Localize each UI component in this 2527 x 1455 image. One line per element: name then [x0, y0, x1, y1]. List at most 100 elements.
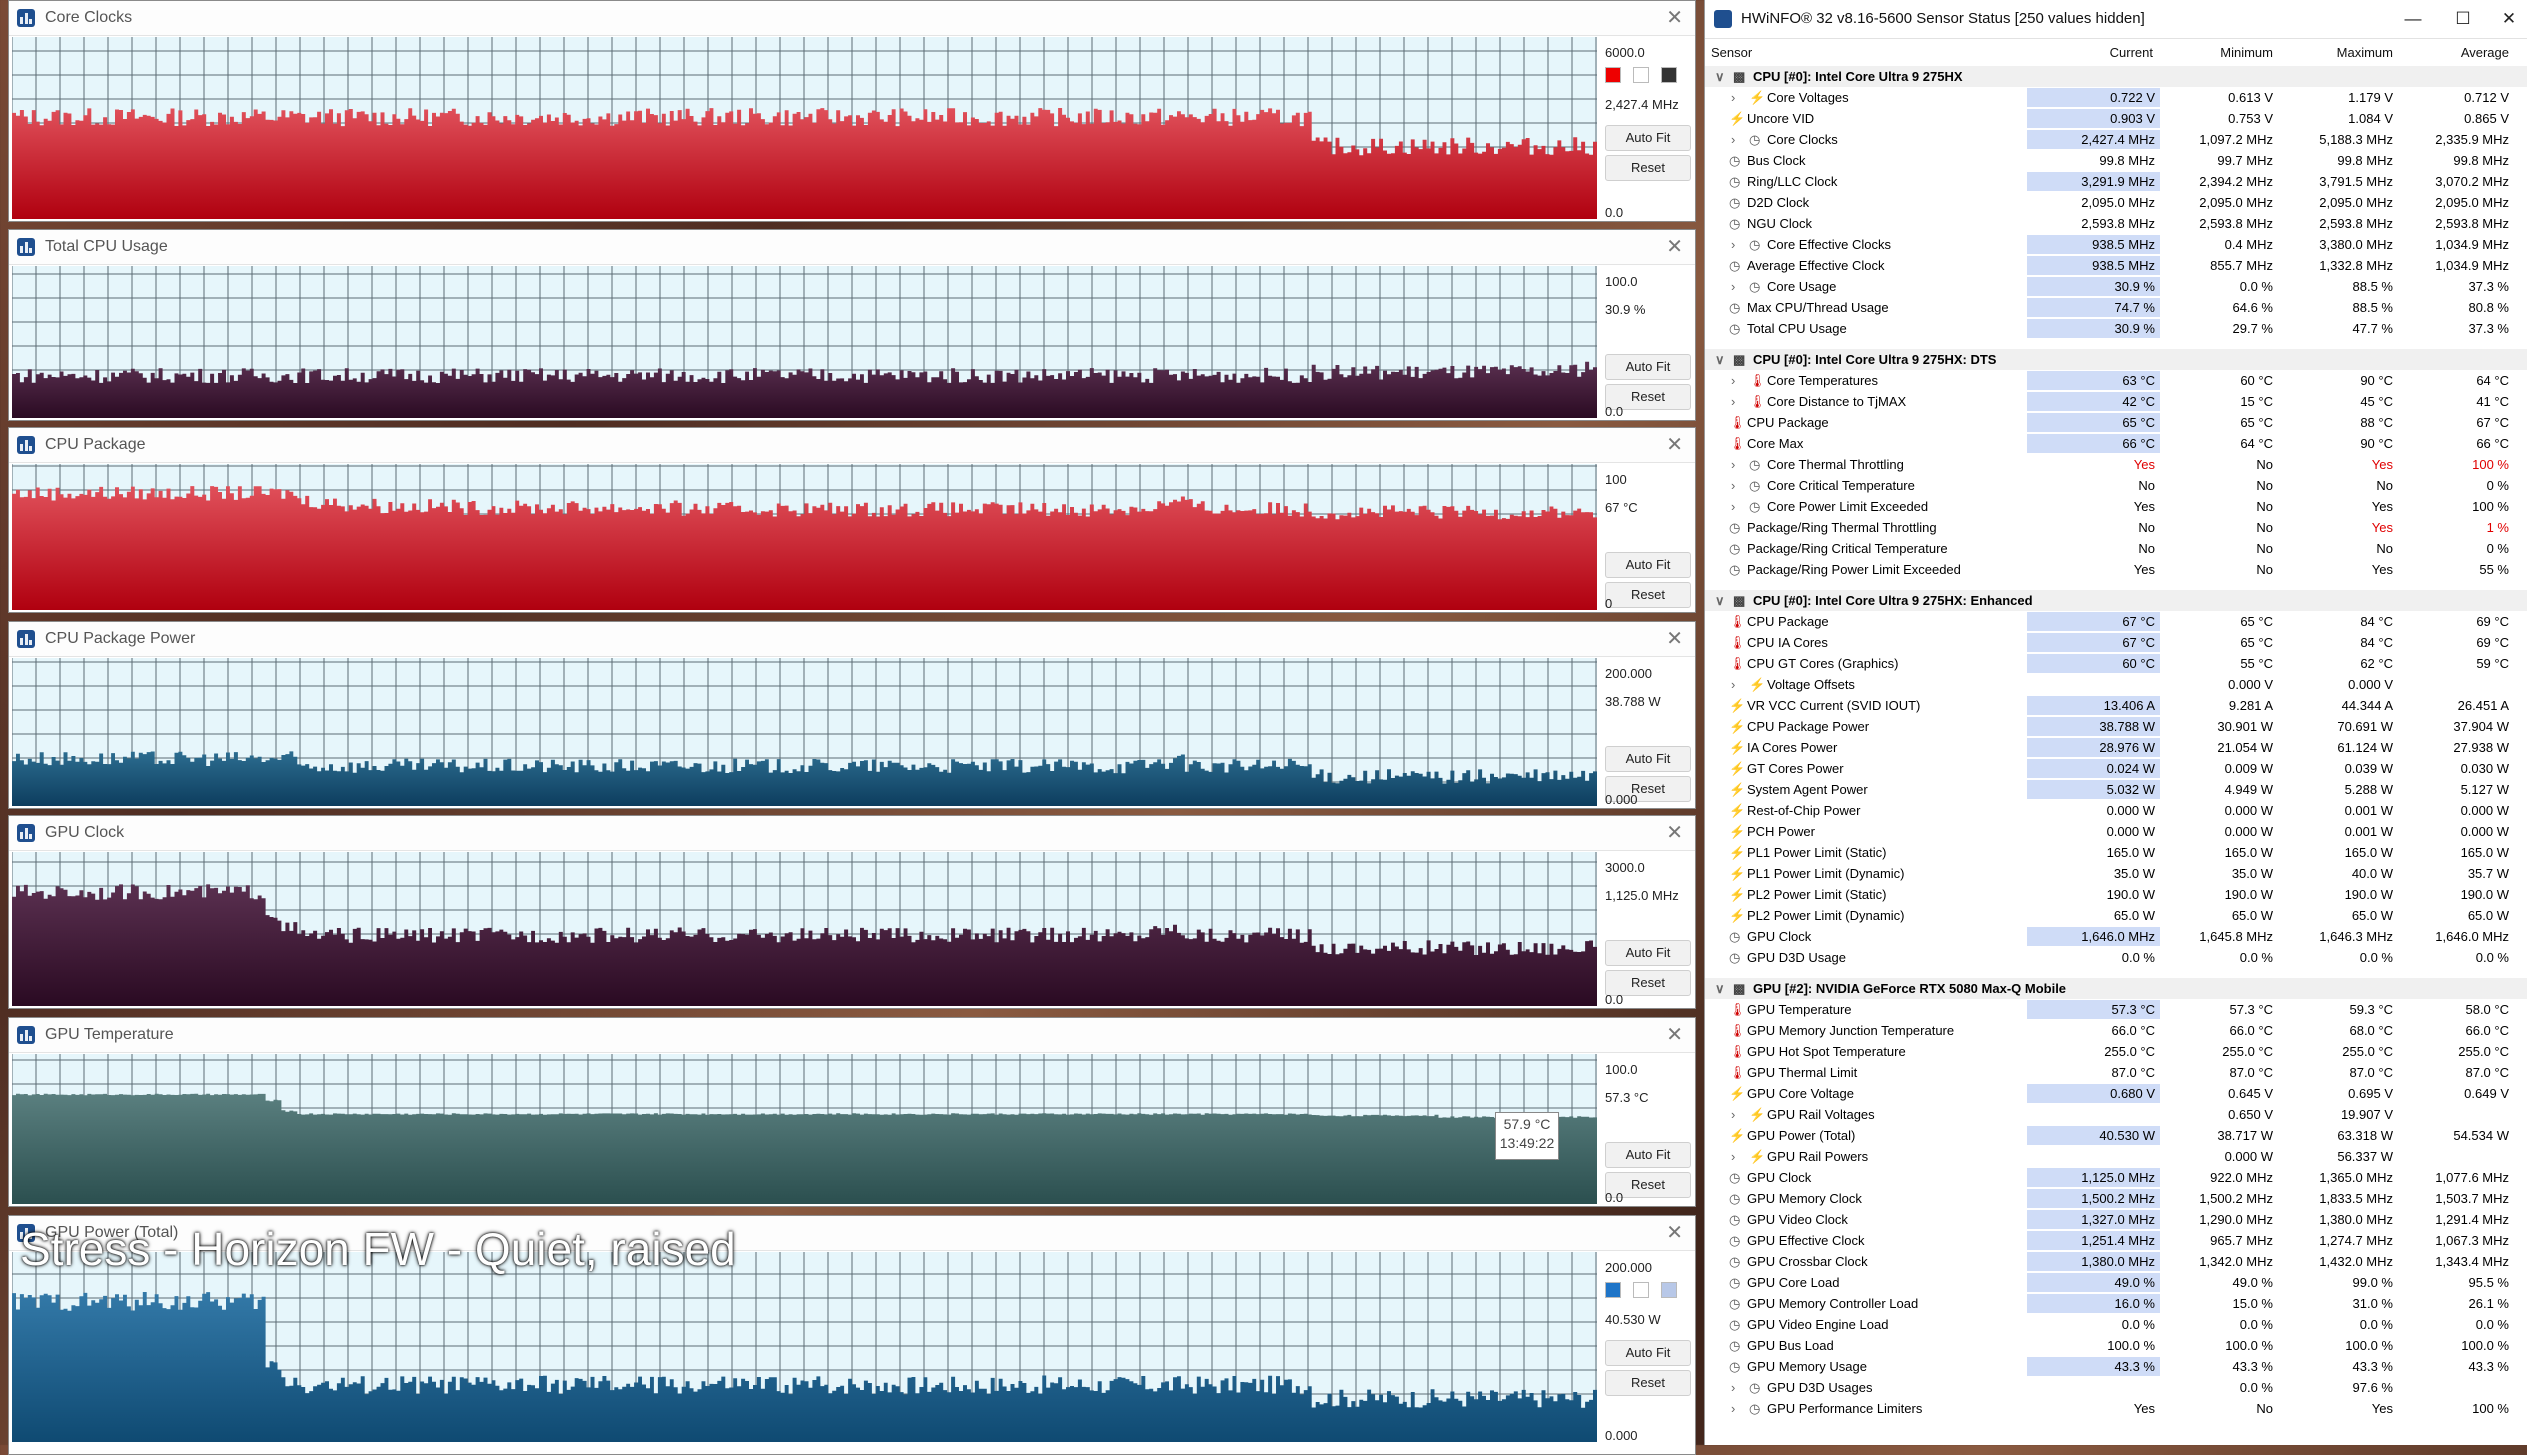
sensor-row[interactable]: ◷ GPU Memory Controller Load 16.0 % 15.0 % 3…: [1705, 1293, 2527, 1314]
legend-swatch[interactable]: [1605, 67, 1621, 83]
sensor-group-header[interactable]: ∨ ▩ CPU [#0]: Intel Core Ultra 9 275HX: DT…: [1705, 349, 2527, 370]
sensor-row[interactable]: ◷ NGU Clock 2,593.8 MHz 2,593.8 MHz 2,593.8 …: [1705, 213, 2527, 234]
collapse-chevron-icon[interactable]: ∨: [1715, 981, 1725, 996]
legend-swatch[interactable]: [1633, 1282, 1649, 1298]
expand-chevron-icon[interactable]: ›: [1731, 1149, 1736, 1164]
auto-fit-button[interactable]: Auto Fit: [1605, 354, 1691, 380]
reset-button[interactable]: Reset: [1605, 155, 1691, 181]
sensor-row[interactable]: 🌡 GPU Memory Junction Temperature 66.0 °C 6…: [1705, 1020, 2527, 1041]
close-icon[interactable]: ✕: [2501, 9, 2517, 28]
sensor-row[interactable]: ◷ Total CPU Usage 30.9 % 29.7 % 47.7 % 37.3 %: [1705, 318, 2527, 339]
sensor-row[interactable]: › ◷ Core Usage 30.9 % 0.0 % 88.5 % 37.3 %: [1705, 276, 2527, 297]
expand-chevron-icon[interactable]: ›: [1731, 1107, 1736, 1122]
expand-chevron-icon[interactable]: ›: [1731, 499, 1736, 514]
sensor-row[interactable]: › ◷ GPU Performance Limiters Yes No Yes 100 %: [1705, 1398, 2527, 1419]
sensor-row[interactable]: ⚡ IA Cores Power 28.976 W 21.054 W 61.124 W 2…: [1705, 737, 2527, 758]
sensor-row[interactable]: ⚡ System Agent Power 5.032 W 4.949 W 5.288 W…: [1705, 779, 2527, 800]
graph-title-bar[interactable]: GPU Clock ✕: [9, 816, 1695, 851]
sensor-row[interactable]: ◷ GPU Video Engine Load 0.0 % 0.0 % 0.0 % 0.0…: [1705, 1314, 2527, 1335]
sensor-row[interactable]: ◷ D2D Clock 2,095.0 MHz 2,095.0 MHz 2,095.0 …: [1705, 192, 2527, 213]
close-icon[interactable]: ✕: [1666, 7, 1683, 29]
graph-window[interactable]: CPU Package Power ✕ 200.000 38.788 W Auto Fi…: [8, 621, 1696, 809]
sensor-row[interactable]: › ◷ GPU D3D Usages 0.0 % 97.6 %: [1705, 1377, 2527, 1398]
close-icon[interactable]: ✕: [1666, 434, 1683, 456]
collapse-chevron-icon[interactable]: ∨: [1715, 352, 1725, 367]
graph-title-bar[interactable]: GPU Temperature ✕: [9, 1018, 1695, 1053]
sensor-row[interactable]: ⚡ CPU Package Power 38.788 W 30.901 W 70.691…: [1705, 716, 2527, 737]
expand-chevron-icon[interactable]: ›: [1731, 394, 1736, 409]
sensor-row[interactable]: ⚡ Rest-of-Chip Power 0.000 W 0.000 W 0.001 W…: [1705, 800, 2527, 821]
sensor-row[interactable]: ◷ GPU Bus Load 100.0 % 100.0 % 100.0 % 100.0 …: [1705, 1335, 2527, 1356]
sensor-row[interactable]: 🌡 GPU Temperature 57.3 °C 57.3 °C 59.3 °C 58.…: [1705, 999, 2527, 1020]
expand-chevron-icon[interactable]: ›: [1731, 279, 1736, 294]
expand-chevron-icon[interactable]: ›: [1731, 90, 1736, 105]
legend-swatch[interactable]: [1661, 67, 1677, 83]
reset-button[interactable]: Reset: [1605, 582, 1691, 608]
close-icon[interactable]: ✕: [1666, 822, 1683, 844]
reset-button[interactable]: Reset: [1605, 776, 1691, 802]
sensor-row[interactable]: 🌡 CPU IA Cores 67 °C 65 °C 84 °C 69 °C: [1705, 632, 2527, 653]
sensor-row[interactable]: ◷ GPU Crossbar Clock 1,380.0 MHz 1,342.0 MH…: [1705, 1251, 2527, 1272]
sensor-row[interactable]: 🌡 Core Max 66 °C 64 °C 90 °C 66 °C: [1705, 433, 2527, 454]
sensor-row[interactable]: 🌡 CPU Package 67 °C 65 °C 84 °C 69 °C: [1705, 611, 2527, 632]
close-icon[interactable]: ✕: [1666, 1024, 1683, 1046]
expand-chevron-icon[interactable]: ›: [1731, 1380, 1736, 1395]
sensor-group-header[interactable]: ∨ ▩ CPU [#0]: Intel Core Ultra 9 275HX: En…: [1705, 590, 2527, 611]
sensor-group-header[interactable]: ∨ ▩ CPU [#0]: Intel Core Ultra 9 275HX: [1705, 66, 2527, 87]
reset-button[interactable]: Reset: [1605, 970, 1691, 996]
expand-chevron-icon[interactable]: ›: [1731, 677, 1736, 692]
sensor-row[interactable]: ◷ Package/Ring Power Limit Exceeded Yes No Y…: [1705, 559, 2527, 580]
sensor-row[interactable]: › ◷ Core Clocks 2,427.4 MHz 1,097.2 MHz 5,188…: [1705, 129, 2527, 150]
graph-window[interactable]: GPU Clock ✕ 3000.0 1,125.0 MHz Auto Fit Reset…: [8, 815, 1696, 1009]
sensor-row[interactable]: 🌡 GPU Thermal Limit 87.0 °C 87.0 °C 87.0 °C 8…: [1705, 1062, 2527, 1083]
graph-window[interactable]: GPU Temperature ✕ 100.0 57.3 °C Auto Fit Rese…: [8, 1017, 1696, 1207]
expand-chevron-icon[interactable]: ›: [1731, 373, 1736, 388]
legend-swatch[interactable]: [1633, 67, 1649, 83]
graph-title-bar[interactable]: Core Clocks ✕: [9, 1, 1695, 36]
graph-window[interactable]: GPU Power (Total) ✕ 200.000 40.530 W Auto Fi…: [8, 1215, 1696, 1455]
sensor-row[interactable]: ◷ Package/Ring Critical Temperature No No No…: [1705, 538, 2527, 559]
auto-fit-button[interactable]: Auto Fit: [1605, 1142, 1691, 1168]
graph-title-bar[interactable]: CPU Package Power ✕: [9, 622, 1695, 657]
sensor-row[interactable]: › ⚡ GPU Rail Powers 0.000 W 56.337 W: [1705, 1146, 2527, 1167]
sensor-row[interactable]: 🌡 CPU GT Cores (Graphics) 60 °C 55 °C 62 °C 5…: [1705, 653, 2527, 674]
sensor-row[interactable]: › ⚡ Core Voltages 0.722 V 0.613 V 1.179 V 0.71…: [1705, 87, 2527, 108]
col-current[interactable]: Current: [2109, 45, 2153, 60]
sensor-row[interactable]: 🌡 GPU Hot Spot Temperature 255.0 °C 255.0 °…: [1705, 1041, 2527, 1062]
graph-title-bar[interactable]: Total CPU Usage ✕: [9, 230, 1695, 265]
close-icon[interactable]: ✕: [1666, 1222, 1683, 1244]
collapse-chevron-icon[interactable]: ∨: [1715, 593, 1725, 608]
reset-button[interactable]: Reset: [1605, 1172, 1691, 1198]
maximize-icon[interactable]: ☐: [2455, 9, 2471, 28]
sensor-row[interactable]: ⚡ PL2 Power Limit (Dynamic) 65.0 W 65.0 W 65…: [1705, 905, 2527, 926]
sensor-row[interactable]: ◷ GPU Core Load 49.0 % 49.0 % 99.0 % 95.5 %: [1705, 1272, 2527, 1293]
expand-chevron-icon[interactable]: ›: [1731, 237, 1736, 252]
auto-fit-button[interactable]: Auto Fit: [1605, 125, 1691, 151]
sensor-row[interactable]: › 🌡 Core Temperatures 63 °C 60 °C 90 °C 64 °C: [1705, 370, 2527, 391]
sensor-row[interactable]: ◷ GPU Effective Clock 1,251.4 MHz 965.7 MHz…: [1705, 1230, 2527, 1251]
sensor-row[interactable]: ◷ Ring/LLC Clock 3,291.9 MHz 2,394.2 MHz 3,7…: [1705, 171, 2527, 192]
sensor-row[interactable]: › ⚡ GPU Rail Voltages 0.650 V 19.907 V: [1705, 1104, 2527, 1125]
sensor-row[interactable]: ⚡ PCH Power 0.000 W 0.000 W 0.001 W 0.000 W: [1705, 821, 2527, 842]
col-maximum[interactable]: Maximum: [2336, 45, 2393, 60]
expand-chevron-icon[interactable]: ›: [1731, 478, 1736, 493]
sensor-row[interactable]: ⚡ Uncore VID 0.903 V 0.753 V 1.084 V 0.865 V: [1705, 108, 2527, 129]
graph-window[interactable]: CPU Package ✕ 100 67 °C Auto Fit Reset 0: [8, 427, 1696, 613]
minimize-icon[interactable]: —: [2404, 9, 2422, 28]
collapse-chevron-icon[interactable]: ∨: [1715, 69, 1725, 84]
graph-title-bar[interactable]: GPU Power (Total) ✕: [9, 1216, 1695, 1251]
expand-chevron-icon[interactable]: ›: [1731, 457, 1736, 472]
sensor-row[interactable]: ⚡ PL2 Power Limit (Static) 190.0 W 190.0 W 1…: [1705, 884, 2527, 905]
sensor-row[interactable]: ⚡ PL1 Power Limit (Static) 165.0 W 165.0 W 1…: [1705, 842, 2527, 863]
sensor-row[interactable]: › ◷ Core Effective Clocks 938.5 MHz 0.4 MHz 3…: [1705, 234, 2527, 255]
sensor-row[interactable]: ◷ Max CPU/Thread Usage 74.7 % 64.6 % 88.5 % 8…: [1705, 297, 2527, 318]
sensor-row[interactable]: ⚡ GT Cores Power 0.024 W 0.009 W 0.039 W 0.03…: [1705, 758, 2527, 779]
sensor-row[interactable]: ⚡ VR VCC Current (SVID IOUT) 13.406 A 9.281…: [1705, 695, 2527, 716]
col-average[interactable]: Average: [2460, 45, 2509, 60]
sensor-row[interactable]: › ◷ Core Thermal Throttling Yes No Yes 100 %: [1705, 454, 2527, 475]
col-sensor[interactable]: Sensor: [1711, 45, 1753, 60]
sensor-row[interactable]: ◷ Average Effective Clock 938.5 MHz 855.7 M…: [1705, 255, 2527, 276]
sensor-row[interactable]: ◷ GPU Memory Clock 1,500.2 MHz 1,500.2 MHz 1…: [1705, 1188, 2527, 1209]
auto-fit-button[interactable]: Auto Fit: [1605, 552, 1691, 578]
sensor-row[interactable]: ⚡ GPU Core Voltage 0.680 V 0.645 V 0.695 V 0.…: [1705, 1083, 2527, 1104]
